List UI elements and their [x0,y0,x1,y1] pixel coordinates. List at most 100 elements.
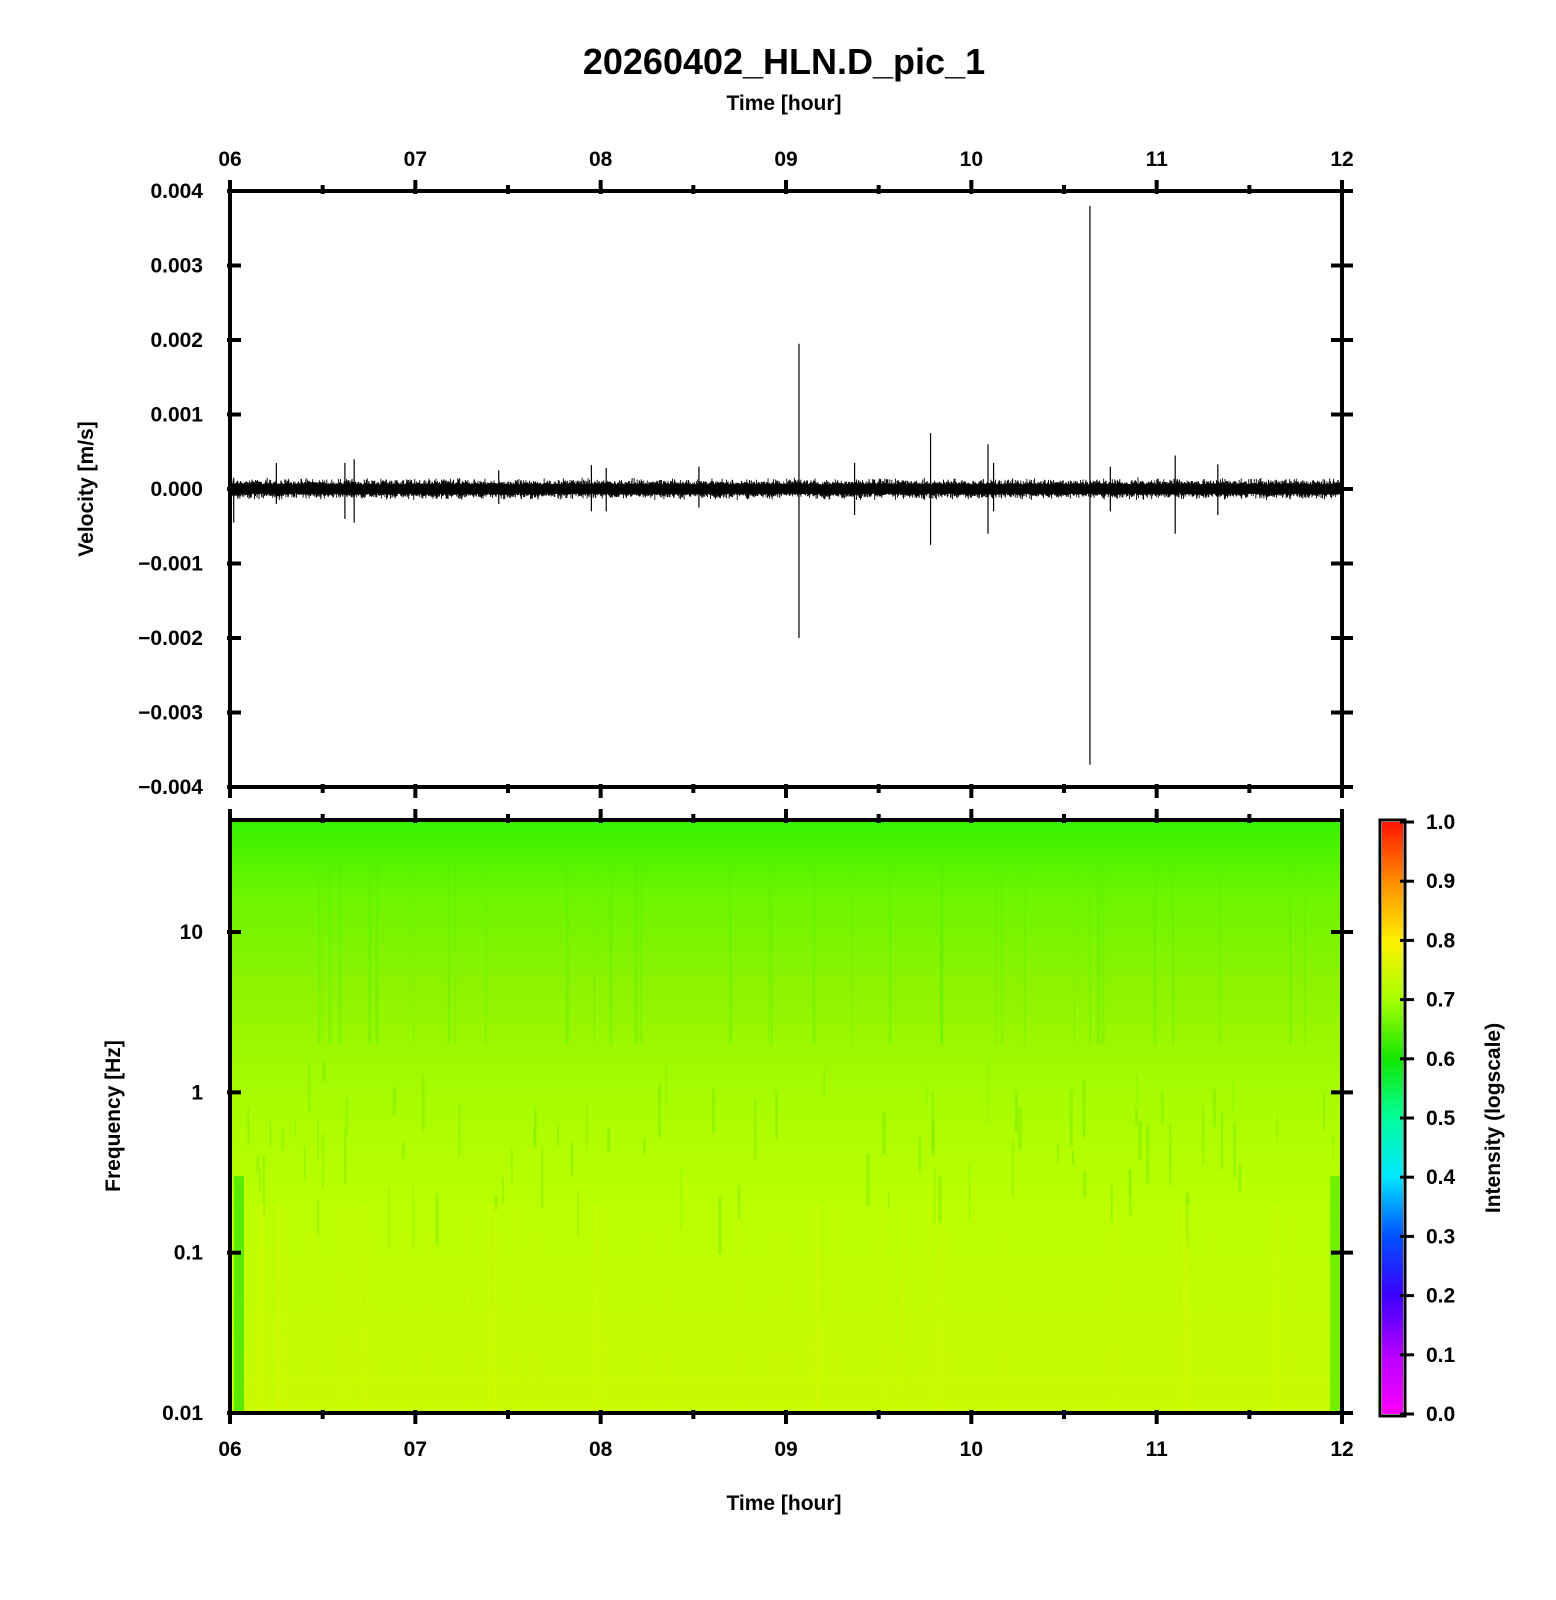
top-time-tick-label: 10 [960,148,983,171]
bottom-time-tick-label: 12 [1330,1438,1353,1461]
bottom-time-tick-label: 08 [589,1438,613,1461]
spectrogram-stripe [593,1204,596,1411]
spectrogram-stripe [888,855,892,1045]
spectrogram-stripe [926,1087,928,1104]
spectrogram-stripe [1153,855,1157,1045]
waveform-y-tick-label: 0.004 [150,180,203,203]
colorbar-label: Intensity (logscale) [1482,1023,1505,1213]
spectrogram-stripe [882,1112,886,1154]
spectrogram-stripe [1128,1169,1131,1197]
spectrogram-stripe [1169,1124,1172,1186]
spectrogram-stripe [259,1167,261,1193]
spectrogram-y-tick-label: 0.1 [174,1242,204,1265]
spectrogram-stripe [1146,1125,1150,1184]
spectrogram-stripe [494,1204,497,1411]
spectrogram-stripe [1323,1092,1326,1131]
spectrogram-stripe [754,1099,757,1162]
spectrogram-stripe [247,1108,250,1146]
waveform-y-tick-label: 0.000 [150,478,203,501]
spectrogram-stripe [927,1204,931,1411]
waveform-y-tick-label: −0.001 [138,553,203,576]
spectrogram-stripe [1171,855,1175,1045]
spectrogram-stripe [1096,855,1100,1045]
top-x-axis-label: Time [hour] [726,92,841,115]
spectrogram-edge-stripe [1330,1176,1340,1411]
spectrogram-edge-stripe [234,1176,244,1411]
spectrogram-stripe [277,1204,281,1411]
top-time-tick-label: 11 [1146,148,1169,171]
spectrogram-stripe [318,855,321,1045]
spectrogram-stripe [281,1127,284,1151]
spectrogram-stripe [262,1154,265,1217]
spectrogram-stripe [887,1190,890,1209]
waveform-y-tick-label: −0.004 [138,776,203,799]
spectrogram-stripe [485,855,487,1045]
spectrogram-stripe [532,1127,536,1144]
spectrogram-stripe [1292,1204,1295,1411]
spectrogram-stripe [255,1204,259,1411]
colorbar-tick-label: 1.0 [1426,811,1455,834]
spectrogram-stripe [256,1155,259,1174]
spectrogram-y-tick-label: 1 [191,1081,203,1104]
spectrogram-stripe [736,1204,739,1411]
colorbar-tick-label: 0.1 [1426,1344,1456,1367]
spectrogram-stripe [1110,1183,1113,1222]
spectrogram-stripe [772,1204,775,1411]
spectrogram-stripe [1232,1077,1234,1113]
spectrogram-stripe [454,855,457,1045]
spectrogram-stripe [634,855,639,1045]
spectrogram-stripe [365,1204,368,1411]
bottom-time-tick-label: 10 [960,1438,983,1461]
colorbar-ticks: 1.0 0.9 0.8 0.7 0.6 0.5 0.4 0.3 0.2 0.1 0.0 [1400,811,1456,1426]
bottom-time-tick-label: 11 [1146,1438,1169,1461]
spectrogram-stripe [918,1134,921,1174]
spectrogram-stripe [310,1204,314,1411]
spectrogram-stripe [541,1204,543,1411]
spectrogram-stripe [261,1204,265,1411]
waveform-y-tick-label: 0.001 [150,404,203,427]
spectrogram-stripe [646,1204,650,1411]
spectrogram-stripe [940,855,943,1045]
spectrogram-stripe [712,1088,715,1133]
spectrogram-stripe [527,1204,530,1411]
spectrogram-stripe [353,1204,355,1411]
spectrogram-stripe [360,1204,363,1411]
spectrogram-stripe [516,1204,519,1411]
spectrogram-stripe [728,855,733,1045]
spectrogram-stripe [1012,1139,1014,1197]
spectrogram-stripe [680,1166,682,1229]
spectrogram-stripe [570,1141,574,1177]
spectrogram-stripe [1000,855,1003,1045]
spectrogram-stripe [494,1195,498,1212]
spectrogram-stripe [1082,1079,1086,1139]
spectrogram-stripe [1202,1106,1204,1164]
spectrogram-stripe [942,1204,946,1411]
spectrogram-stripe [586,1106,588,1153]
spectrogram-stripe [1138,1121,1142,1161]
spectrogram-stripe [1186,1192,1190,1247]
spectrogram-stripe [1220,1113,1224,1170]
spectrogram-stripe [775,1091,778,1139]
spectrogram-stripe [1303,855,1306,1045]
colorbar-tick-label: 0.4 [1426,1166,1456,1189]
spectrogram-stripe [1332,1135,1334,1161]
colorbar-tick-label: 0.3 [1426,1225,1455,1248]
spectrogram-stripe [1182,1204,1187,1411]
spectrogram-stripe [1276,1204,1280,1411]
spectrogram-stripe [665,1066,668,1104]
spectrogram-stripe [402,1142,405,1159]
colorbar-tick-label: 0.7 [1426,989,1455,1012]
spectrogram-ticks: 06 07 08 09 10 11 12 10 1 0.1 0.01 [162,809,1354,1461]
spectrogram-stripe [341,1204,344,1411]
spectrogram-stripes [233,855,1340,1411]
spectrogram-stripe [338,855,342,1045]
spectrogram-y-tick-label: 0.01 [162,1402,203,1425]
spectrogram-stripe [276,1204,280,1411]
spectrogram-stripe [487,1204,491,1411]
spectrogram-y-axis-label: Frequency [Hz] [102,1040,125,1192]
spectrogram-stripe [541,1146,544,1210]
spectrogram-stripe [595,1204,599,1411]
spectrogram-stripe [1219,855,1222,1045]
colorbar-tick-label: 0.0 [1426,1403,1455,1426]
